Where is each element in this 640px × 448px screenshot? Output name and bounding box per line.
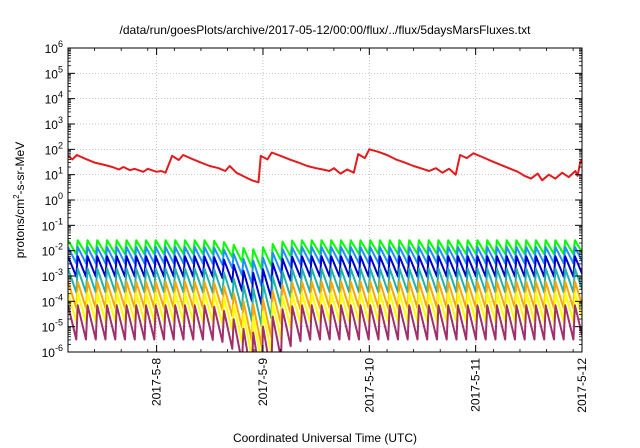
y-tick-label: 10-4	[42, 292, 63, 309]
y-tick-exp: 0	[58, 191, 63, 201]
y-tick-label: 103	[45, 115, 63, 132]
y-axis-label: protons/cm2-s-sr-MeV	[12, 142, 27, 258]
y-tick-base: 10	[42, 346, 56, 360]
series-line-7	[68, 304, 582, 352]
series-line-2	[68, 246, 582, 288]
series-line-3	[68, 255, 582, 306]
x-tick-label: 2017-5-9	[256, 358, 270, 406]
y-tick-base: 10	[45, 42, 59, 56]
y-tick-label: 10-6	[42, 343, 63, 360]
y-tick-label: 10-1	[42, 216, 63, 233]
series-group	[68, 148, 582, 352]
series-line-0	[68, 148, 582, 184]
y-tick-label: 101	[45, 166, 63, 183]
y-tick-label: 10-3	[42, 267, 63, 284]
y-tick-label: 100	[45, 191, 63, 208]
y-tick-base: 10	[42, 245, 56, 259]
y-tick-label: 105	[45, 64, 63, 81]
y-axis-ticks: 10610510410310210110010-110-210-310-410-…	[42, 39, 582, 360]
y-tick-exp: -1	[55, 216, 63, 226]
y-tick-exp: 5	[58, 64, 63, 74]
y-tick-base: 10	[45, 143, 59, 157]
y-tick-exp: 3	[58, 115, 63, 125]
y-tick-exp: -3	[55, 267, 63, 277]
y-tick-base: 10	[42, 321, 56, 335]
y-axis-label-sup: 2	[12, 194, 21, 199]
y-tick-base: 10	[45, 93, 59, 107]
y-tick-exp: -5	[55, 318, 63, 328]
y-tick-exp: -6	[55, 343, 63, 353]
y-tick-base: 10	[42, 295, 56, 309]
y-tick-base: 10	[45, 194, 59, 208]
series-line-4	[68, 267, 582, 327]
y-tick-label: 10-2	[42, 242, 63, 259]
y-tick-base: 10	[42, 270, 56, 284]
y-tick-label: 104	[45, 90, 63, 107]
x-axis-ticks: 2017-5-8 2017-5-9 2017-5-10 2017-5-11 2017-5…	[67, 48, 589, 413]
y-tick-label: 10-5	[42, 318, 63, 335]
x-tick-label: 2017-5-12	[575, 358, 589, 413]
x-axis-label: Coordinated Universal Time (UTC)	[233, 431, 417, 445]
y-tick-exp: 1	[58, 166, 63, 176]
x-tick-label: 2017-5-10	[362, 358, 376, 413]
y-tick-exp: 6	[58, 39, 63, 49]
y-tick-label: 102	[45, 140, 63, 157]
y-axis-label-suffix: -s-sr-MeV	[13, 142, 27, 195]
y-tick-base: 10	[42, 219, 56, 233]
y-tick-exp: 4	[58, 90, 63, 100]
y-tick-label: 106	[45, 39, 63, 56]
y-tick-base: 10	[45, 67, 59, 81]
x-tick-label: 2017-5-8	[150, 358, 164, 406]
chart-title: /data/run/goesPlots/archive/2017-05-12/0…	[120, 23, 532, 37]
y-tick-exp: 2	[58, 140, 63, 150]
x-tick-label: 2017-5-11	[469, 358, 483, 412]
y-tick-base: 10	[45, 118, 59, 132]
y-tick-base: 10	[45, 169, 59, 183]
y-axis-label-prefix: protons/cm	[13, 199, 27, 258]
y-tick-exp: -4	[55, 292, 63, 302]
y-tick-exp: -2	[55, 242, 63, 252]
